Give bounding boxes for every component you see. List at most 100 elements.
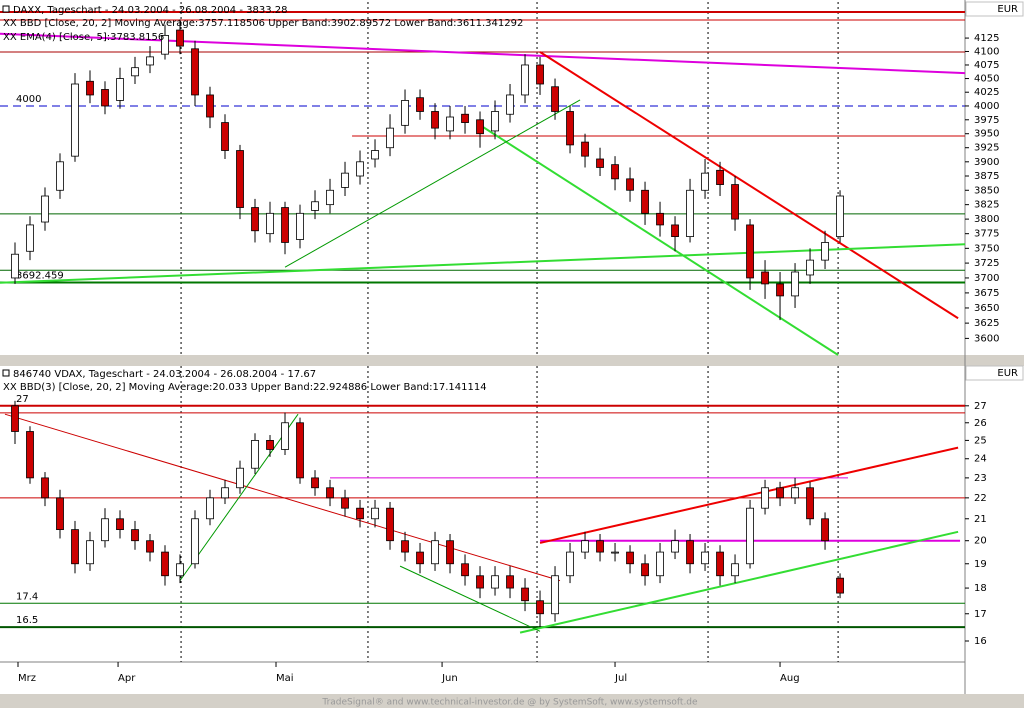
candle-body [476, 119, 484, 135]
candle-body [326, 189, 334, 206]
y-tick-label: 3975 [974, 115, 999, 126]
candle-body [236, 150, 244, 208]
candle-body [596, 540, 604, 553]
candle-body [701, 551, 709, 565]
candle-body [446, 116, 454, 132]
candle-body [161, 551, 169, 577]
candle-body [221, 122, 229, 151]
candle-body [146, 540, 154, 553]
candle-body [776, 283, 784, 297]
candle-body [611, 164, 619, 180]
candle-body [401, 100, 409, 126]
y-tick-label: 20 [974, 536, 987, 547]
y-tick-label: 27 [974, 401, 987, 412]
candle-body [176, 563, 184, 577]
header-icon [2, 369, 10, 377]
candle-body [626, 551, 634, 565]
y-tick-label: 19 [974, 559, 987, 570]
currency: EUR [997, 368, 1018, 379]
x-tick-label: Apr [118, 673, 136, 684]
candle-body [806, 259, 814, 276]
y-tick-label: 4125 [974, 33, 999, 44]
y-tick-label: 3625 [974, 318, 999, 329]
candle-body [386, 507, 394, 542]
y-tick-label: 4000 [974, 101, 999, 112]
y-tick-label: 25 [974, 435, 987, 446]
candle-body [41, 477, 49, 499]
candle-body [491, 575, 499, 589]
trend-line [0, 243, 966, 284]
y-tick-label: 21 [974, 514, 987, 525]
currency: EUR [997, 4, 1018, 15]
level-label: 17.4 [16, 591, 38, 602]
candle-body [731, 184, 739, 220]
candle-body [746, 224, 754, 279]
candle-body [581, 540, 589, 553]
candle-body [251, 439, 259, 469]
y-tick-label: 22 [974, 493, 987, 504]
candle-body [281, 207, 289, 243]
footer-bar [0, 694, 1024, 708]
candle-body [461, 113, 469, 123]
y-tick-label: 4075 [974, 60, 999, 71]
chart-title: DAXX, Tageschart - 24.03.2004 - 26.08.20… [13, 5, 287, 16]
candle-body [761, 271, 769, 285]
candle-body [266, 439, 274, 450]
candle-body [266, 212, 274, 235]
level-label: 4000 [16, 94, 41, 105]
y-tick-label: 3825 [974, 200, 999, 211]
candle-body [656, 551, 664, 577]
y-tick-label: 3900 [974, 157, 999, 168]
candle-body [311, 201, 319, 211]
panel-separator [0, 355, 1024, 366]
candle-body [116, 78, 124, 101]
candle-body [131, 67, 139, 77]
y-tick-label: 4025 [974, 87, 999, 98]
level-label: 27 [16, 394, 29, 405]
candle-body [206, 94, 214, 118]
candle-body [161, 34, 169, 55]
candle-body [26, 431, 34, 479]
candle-body [71, 83, 79, 157]
candle-body [386, 127, 394, 149]
candle-body [686, 189, 694, 237]
candle-body [86, 80, 94, 96]
candle-body [596, 158, 604, 168]
candle-body [641, 563, 649, 577]
y-tick-label: 3600 [974, 333, 999, 344]
candle-body [551, 86, 559, 112]
currency-box [965, 365, 1024, 381]
candle-body [401, 540, 409, 553]
candle-body [521, 587, 529, 602]
candle-body [371, 150, 379, 160]
candle-body [476, 575, 484, 589]
candle-body [461, 563, 469, 577]
candle-body [176, 29, 184, 47]
candle-body [236, 467, 244, 489]
y-tick-label: 3725 [974, 258, 999, 269]
candle-body [836, 195, 844, 237]
trend-line [539, 446, 959, 544]
candle-body [506, 94, 514, 115]
candle-body [521, 64, 529, 96]
indicator-label: XX EMA(4) [Close, 5]:3783.8156 [3, 32, 164, 43]
header-icon [2, 5, 10, 13]
chart-subtitle: XX BBD(3) [Close, 20, 2] Moving Average:… [3, 382, 487, 393]
candle-body [26, 224, 34, 252]
y-tick-label: 17 [974, 609, 987, 620]
y-tick-label: 3800 [974, 214, 999, 225]
candle-body [296, 422, 304, 479]
y-tick-label: 16 [974, 636, 987, 647]
x-tick-label: Jun [441, 673, 458, 684]
candle-body [836, 577, 844, 594]
x-tick-label: Mrz [18, 673, 36, 684]
y-tick-label: 3675 [974, 288, 999, 299]
candle-body [41, 195, 49, 223]
y-tick-label: 3925 [974, 143, 999, 154]
level-label: 16.5 [16, 615, 38, 626]
y-tick-label: 24 [974, 454, 987, 465]
candle-body [551, 575, 559, 615]
y-tick-label: 3950 [974, 129, 999, 140]
